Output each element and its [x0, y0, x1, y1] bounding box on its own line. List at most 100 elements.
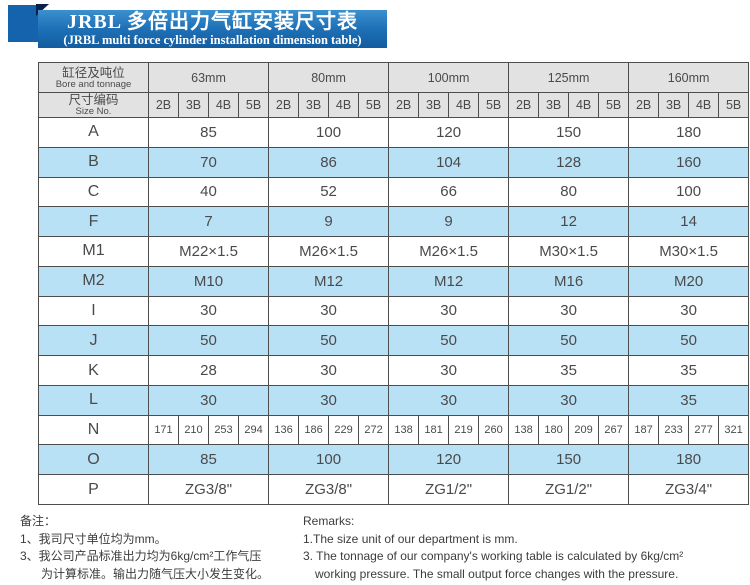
size-code-4B: 4B: [568, 92, 600, 118]
cell-P-160mm: ZG3/4": [628, 474, 750, 505]
cell-N-5: 186: [298, 414, 330, 446]
size-code-3B: 3B: [178, 92, 209, 118]
cell-O-125mm: 150: [508, 444, 630, 476]
cell-M1-125mm: M30×1.5: [508, 236, 630, 267]
table-row-M2: M2 M10 M12 M12 M16 M20: [38, 265, 750, 297]
cell-N-11: 260: [478, 414, 510, 446]
page-title-en: (JRBL multi force cylinder installation …: [63, 33, 362, 47]
cell-O-80mm: 100: [268, 444, 390, 476]
cell-A-80mm: 100: [268, 117, 390, 148]
cell-N-2: 253: [208, 414, 239, 446]
cell-F-80mm: 9: [268, 206, 390, 238]
row-label-N: N: [38, 414, 149, 446]
size-code-3B: 3B: [658, 92, 690, 118]
bore-header-160mm: 160mm: [628, 62, 750, 93]
size-code-2B: 2B: [268, 92, 300, 118]
remark-zh-line-1: 1、我司尺寸单位均为mm。: [20, 531, 167, 546]
row-label-M2: M2: [38, 265, 149, 297]
size-code-4B: 4B: [688, 92, 720, 118]
cell-I-63mm: 30: [147, 295, 270, 327]
cell-A-125mm: 150: [508, 117, 630, 148]
cell-I-80mm: 30: [268, 295, 390, 327]
cell-B-100mm: 104: [388, 146, 510, 178]
cell-K-80mm: 30: [268, 355, 390, 386]
cell-K-160mm: 35: [628, 355, 750, 386]
size-code-5B: 5B: [718, 92, 750, 118]
cell-N-8: 138: [388, 414, 420, 446]
corner-header-size: 尺寸编码 Size No.: [38, 92, 149, 118]
cell-P-80mm: ZG3/8": [268, 474, 390, 505]
cell-F-100mm: 9: [388, 206, 510, 238]
size-code-5B: 5B: [358, 92, 390, 118]
cell-N-14: 209: [568, 414, 600, 446]
table-body: A 85 100 120 150 180 B 70 86 104 128 160 C 40 52 66 80 10…: [38, 117, 750, 505]
cell-P-100mm: ZG1/2": [388, 474, 510, 505]
cell-M2-100mm: M12: [388, 265, 510, 297]
cell-M1-100mm: M26×1.5: [388, 236, 510, 267]
cell-O-100mm: 120: [388, 444, 510, 476]
cell-K-125mm: 35: [508, 355, 630, 386]
cell-L-100mm: 30: [388, 384, 510, 416]
cell-L-80mm: 30: [268, 384, 390, 416]
table-row-B: B 70 86 104 128 160: [38, 146, 750, 178]
cell-B-80mm: 86: [268, 146, 390, 178]
row-label-C: C: [38, 176, 149, 208]
remarks-zh-heading: 备注：: [20, 514, 57, 528]
size-code-2B: 2B: [388, 92, 420, 118]
row-label-F: F: [38, 206, 149, 238]
cell-A-63mm: 85: [147, 117, 270, 148]
bore-header-100mm: 100mm: [388, 62, 510, 93]
size-code-3B: 3B: [298, 92, 330, 118]
cell-K-100mm: 30: [388, 355, 510, 386]
cell-C-125mm: 80: [508, 176, 630, 208]
size-code-header-row: 尺寸编码 Size No. 2B 3B 4B 5B 2B 3B 4B 5B 2B 3B 4B 5B 2B…: [38, 92, 750, 118]
cell-N-18: 277: [688, 414, 720, 446]
cell-O-160mm: 180: [628, 444, 750, 476]
bore-header-125mm: 125mm: [508, 62, 630, 93]
cell-N-4: 136: [268, 414, 300, 446]
table-row-P: P ZG3/8" ZG3/8" ZG1/2" ZG1/2" ZG3/4": [38, 474, 750, 505]
cell-J-63mm: 50: [147, 325, 270, 357]
cell-M2-80mm: M12: [268, 265, 390, 297]
cell-B-63mm: 70: [147, 146, 270, 178]
size-code-3B: 3B: [538, 92, 570, 118]
remark-en-line-2: 3. The tonnage of our company's working …: [303, 549, 684, 563]
cell-N-17: 233: [658, 414, 690, 446]
cell-L-125mm: 30: [508, 384, 630, 416]
row-label-A: A: [38, 117, 149, 148]
remark-en-line-3: working pressure. The small output force…: [315, 566, 679, 581]
table-row-N: N 171 210 253 294 136 186 229 272 138 181 219 260 138…: [38, 414, 750, 446]
cell-C-63mm: 40: [147, 176, 270, 208]
cell-F-125mm: 12: [508, 206, 630, 238]
size-code-2B: 2B: [628, 92, 660, 118]
page-title-zh: JRBL 多倍出力气缸安装尺寸表: [66, 11, 359, 33]
cell-I-125mm: 30: [508, 295, 630, 327]
cell-N-9: 181: [418, 414, 450, 446]
corner-header-bore-en: Bore and tonnage: [55, 78, 132, 90]
row-label-L: L: [38, 384, 149, 416]
cell-N-15: 267: [598, 414, 630, 446]
corner-header-bore: 缸径及吨位 Bore and tonnage: [38, 62, 149, 93]
size-code-4B: 4B: [328, 92, 360, 118]
cell-C-160mm: 100: [628, 176, 750, 208]
cell-P-63mm: ZG3/8": [147, 474, 270, 505]
cell-A-100mm: 120: [388, 117, 510, 148]
dimension-table: 缸径及吨位 Bore and tonnage 63mm 80mm 100mm 125m…: [38, 62, 750, 505]
cell-M2-125mm: M16: [508, 265, 630, 297]
cell-O-63mm: 85: [147, 444, 270, 476]
row-label-P: P: [38, 474, 149, 505]
remarks-en-heading: Remarks:: [303, 514, 355, 528]
size-code-4B: 4B: [448, 92, 480, 118]
table-row-M1: M1 M22×1.5 M26×1.5 M26×1.5 M30×1.5 M30×1.5: [38, 236, 750, 267]
cell-N-12: 138: [508, 414, 540, 446]
table-row-I: I 30 30 30 30 30: [38, 295, 750, 327]
cell-I-160mm: 30: [628, 295, 750, 327]
cell-N-6: 229: [328, 414, 360, 446]
size-code-2B: 2B: [508, 92, 540, 118]
bore-header-63mm: 63mm: [147, 62, 270, 93]
cell-N-13: 180: [538, 414, 570, 446]
table-row-C: C 40 52 66 80 100: [38, 176, 750, 208]
cell-M1-63mm: M22×1.5: [147, 236, 270, 267]
cell-N-1: 210: [178, 414, 209, 446]
row-label-O: O: [38, 444, 149, 476]
